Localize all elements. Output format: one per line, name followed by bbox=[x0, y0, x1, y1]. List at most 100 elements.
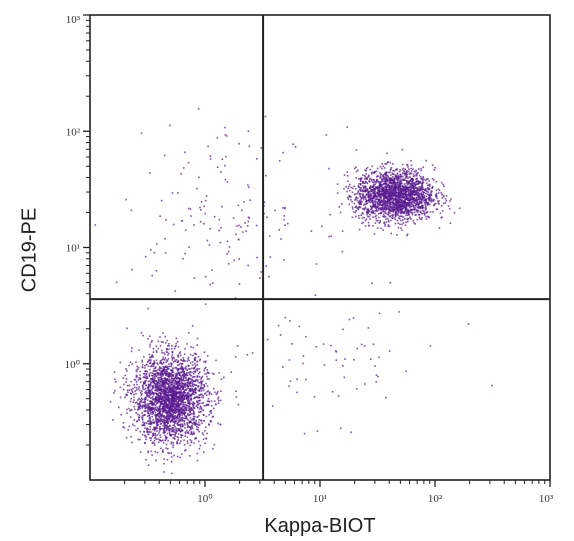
event-point bbox=[359, 187, 362, 189]
event-point bbox=[189, 438, 192, 441]
event-point bbox=[393, 170, 396, 172]
event-point bbox=[358, 217, 360, 219]
event-point bbox=[425, 200, 428, 203]
event-point bbox=[406, 234, 408, 237]
event-point bbox=[177, 396, 180, 398]
event-point bbox=[130, 350, 133, 353]
event-point bbox=[147, 360, 150, 362]
event-point bbox=[407, 205, 410, 207]
event-point bbox=[191, 361, 194, 363]
event-point bbox=[166, 414, 168, 417]
event-point bbox=[242, 231, 244, 233]
event-point bbox=[398, 176, 400, 178]
event-point bbox=[411, 185, 413, 188]
event-point bbox=[170, 385, 173, 387]
event-point bbox=[144, 391, 146, 394]
event-point bbox=[175, 420, 178, 423]
event-point bbox=[157, 423, 159, 426]
event-point bbox=[401, 178, 403, 181]
event-point bbox=[216, 137, 219, 139]
event-point bbox=[166, 378, 169, 380]
event-point bbox=[169, 365, 171, 368]
event-point bbox=[423, 210, 425, 212]
event-point bbox=[225, 155, 227, 158]
event-point bbox=[160, 398, 163, 401]
event-point bbox=[152, 398, 155, 401]
event-point bbox=[398, 186, 400, 188]
event-point bbox=[151, 388, 153, 391]
event-point bbox=[165, 425, 168, 428]
event-point bbox=[161, 439, 164, 442]
event-point bbox=[178, 409, 180, 411]
event-point bbox=[150, 341, 153, 343]
event-point bbox=[379, 195, 382, 198]
event-point bbox=[421, 207, 423, 209]
event-point bbox=[409, 186, 411, 188]
event-point bbox=[421, 178, 424, 181]
event-point bbox=[376, 185, 379, 188]
event-point bbox=[159, 388, 162, 390]
event-point bbox=[192, 417, 194, 420]
event-point bbox=[162, 383, 164, 386]
event-point bbox=[180, 378, 183, 380]
event-point bbox=[172, 361, 175, 363]
event-point bbox=[146, 393, 148, 396]
event-point bbox=[135, 412, 137, 414]
event-point bbox=[199, 359, 201, 362]
event-point bbox=[138, 386, 140, 388]
event-point bbox=[159, 336, 161, 338]
event-point bbox=[403, 178, 405, 181]
event-point bbox=[347, 180, 349, 182]
event-point bbox=[392, 210, 394, 212]
event-point bbox=[177, 439, 179, 441]
event-point bbox=[145, 410, 147, 413]
event-point bbox=[158, 376, 161, 379]
event-point bbox=[160, 369, 163, 372]
event-point bbox=[192, 388, 195, 391]
event-point bbox=[263, 212, 265, 215]
event-point bbox=[165, 396, 167, 398]
event-point bbox=[154, 408, 156, 411]
event-point bbox=[382, 195, 384, 198]
event-point bbox=[189, 411, 191, 413]
event-point bbox=[195, 422, 197, 425]
event-point bbox=[387, 161, 390, 163]
event-point bbox=[421, 213, 424, 215]
event-point bbox=[427, 202, 429, 204]
event-point bbox=[421, 181, 424, 184]
event-point bbox=[360, 197, 363, 200]
event-point bbox=[394, 205, 396, 208]
event-point bbox=[382, 209, 385, 211]
event-point bbox=[146, 405, 148, 408]
event-point bbox=[238, 224, 240, 227]
event-point bbox=[405, 202, 407, 204]
event-point bbox=[192, 405, 195, 408]
event-point bbox=[139, 374, 141, 377]
event-point bbox=[425, 198, 427, 201]
event-point bbox=[382, 177, 385, 180]
event-point bbox=[173, 421, 175, 423]
event-point bbox=[407, 177, 409, 179]
event-point bbox=[160, 341, 163, 343]
event-point bbox=[174, 382, 176, 384]
event-point bbox=[196, 459, 199, 462]
event-point bbox=[369, 214, 371, 216]
event-point bbox=[166, 417, 168, 420]
event-point bbox=[137, 399, 139, 401]
event-point bbox=[162, 424, 164, 427]
event-point bbox=[404, 197, 406, 200]
event-point bbox=[170, 433, 172, 436]
event-point bbox=[391, 182, 394, 185]
event-point bbox=[194, 362, 196, 365]
event-point bbox=[161, 410, 164, 412]
event-point bbox=[325, 134, 328, 136]
event-point bbox=[163, 425, 166, 427]
event-point bbox=[372, 179, 375, 181]
event-point bbox=[363, 197, 365, 199]
event-point bbox=[164, 386, 167, 389]
event-point bbox=[162, 370, 165, 372]
event-point bbox=[191, 376, 194, 379]
event-point bbox=[348, 203, 351, 206]
event-point bbox=[373, 197, 376, 200]
event-point bbox=[397, 203, 400, 206]
